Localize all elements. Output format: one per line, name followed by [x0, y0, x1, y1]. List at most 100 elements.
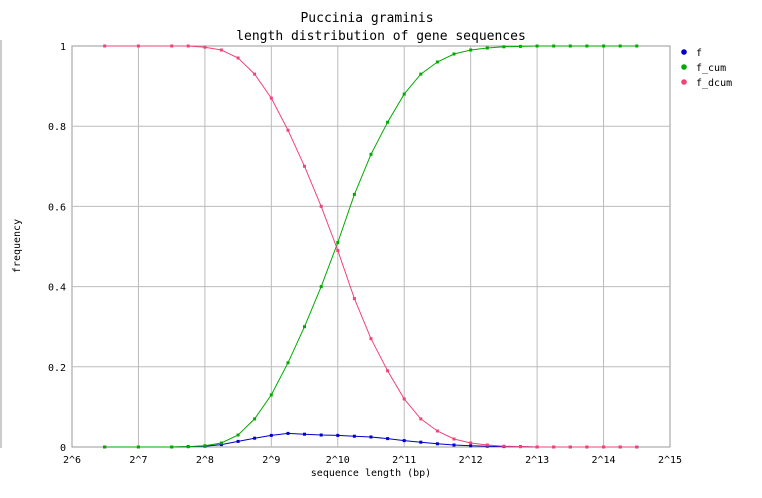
x-tick-label: 2^6	[63, 455, 81, 466]
data-point	[219, 48, 223, 52]
x-tick-label: 2^10	[326, 455, 350, 466]
chart-title-line-1: Puccinia graminis	[300, 11, 433, 26]
data-point	[469, 48, 473, 52]
data-point	[519, 44, 522, 48]
data-point	[452, 443, 456, 447]
data-point	[585, 445, 589, 449]
y-tick-label: 0.2	[48, 363, 66, 374]
data-point	[136, 44, 140, 48]
x-tick-label: 2^14	[592, 455, 616, 466]
data-point	[336, 249, 340, 252]
data-point	[352, 297, 356, 301]
data-point	[253, 417, 257, 421]
data-point	[469, 441, 473, 445]
data-point	[602, 44, 606, 48]
data-point	[303, 432, 306, 436]
data-point	[269, 96, 273, 100]
series-f_cum	[103, 44, 639, 449]
y-axis-label: frequency	[12, 219, 23, 273]
data-point	[469, 444, 473, 448]
data-point	[635, 44, 639, 48]
legend-label: f	[696, 48, 702, 59]
y-tick-label: 0	[60, 443, 66, 454]
data-point	[402, 397, 406, 401]
data-point	[286, 128, 290, 132]
data-point	[535, 445, 539, 449]
legend-item: f_cum	[681, 63, 726, 74]
data-point	[502, 444, 506, 448]
data-point	[103, 445, 107, 449]
grid	[72, 46, 670, 447]
data-point	[552, 445, 556, 449]
legend-item: f_dcum	[681, 78, 732, 89]
legend-item: f	[681, 48, 702, 59]
data-point	[236, 56, 240, 60]
data-point	[386, 120, 390, 124]
data-point	[618, 445, 622, 449]
data-point	[618, 44, 622, 48]
data-point	[319, 204, 323, 208]
data-point	[386, 437, 390, 441]
data-point	[585, 44, 589, 48]
data-point	[236, 433, 240, 437]
data-point	[269, 433, 273, 437]
data-point	[203, 444, 207, 448]
data-point	[236, 439, 240, 443]
data-point	[170, 44, 174, 48]
x-tick-label: 2^11	[392, 455, 416, 466]
x-tick-label: 2^7	[129, 455, 147, 466]
data-point	[286, 361, 290, 365]
data-point	[369, 435, 373, 439]
data-point	[485, 46, 489, 50]
data-point	[402, 439, 406, 443]
data-point	[519, 445, 522, 449]
data-point	[253, 436, 257, 440]
data-point	[136, 445, 140, 449]
data-point	[419, 417, 423, 421]
x-tick-label: 2^9	[262, 455, 280, 466]
data-point	[369, 337, 373, 341]
data-point	[419, 440, 423, 444]
data-point	[435, 60, 439, 64]
data-point	[452, 52, 456, 56]
data-point	[602, 445, 606, 449]
data-point	[568, 445, 572, 449]
data-point	[352, 434, 356, 438]
chart-title-line-2: length distribution of gene sequences	[236, 29, 526, 44]
data-point	[435, 442, 439, 446]
x-tick-label: 2^15	[658, 455, 682, 466]
legend-marker	[681, 79, 687, 85]
data-point	[103, 44, 107, 48]
series-f_dcum	[103, 44, 639, 449]
data-point	[319, 285, 323, 289]
data-point	[336, 241, 340, 244]
data-point	[386, 369, 390, 373]
data-point	[203, 45, 207, 49]
data-point	[170, 445, 174, 449]
data-point	[635, 445, 639, 449]
data-point	[535, 44, 539, 48]
data-point	[352, 192, 356, 196]
series-layer	[103, 44, 639, 449]
data-point	[186, 445, 190, 449]
data-point	[286, 431, 290, 435]
legend-label: f_cum	[696, 63, 726, 74]
legend-marker	[681, 64, 687, 70]
data-point	[485, 443, 489, 447]
data-point	[219, 441, 223, 445]
x-tick-label: 2^8	[196, 455, 214, 466]
data-point	[435, 429, 439, 433]
data-point	[568, 44, 572, 48]
data-point	[303, 164, 306, 168]
data-point	[219, 443, 223, 447]
y-tick-label: 0.8	[48, 122, 66, 133]
legend: f f_cum f_dcum	[681, 48, 732, 89]
data-point	[336, 433, 340, 437]
x-tick-label: 2^12	[459, 455, 483, 466]
y-tick-label: 0.6	[48, 202, 66, 213]
data-point	[186, 44, 190, 48]
legend-label: f_dcum	[696, 78, 732, 89]
tick-labels: 2^6 2^7 2^8 2^9 2^10 2^11 2^12 2^13 2^14 2^15 0 0.2…	[48, 42, 682, 466]
data-point	[452, 437, 456, 441]
